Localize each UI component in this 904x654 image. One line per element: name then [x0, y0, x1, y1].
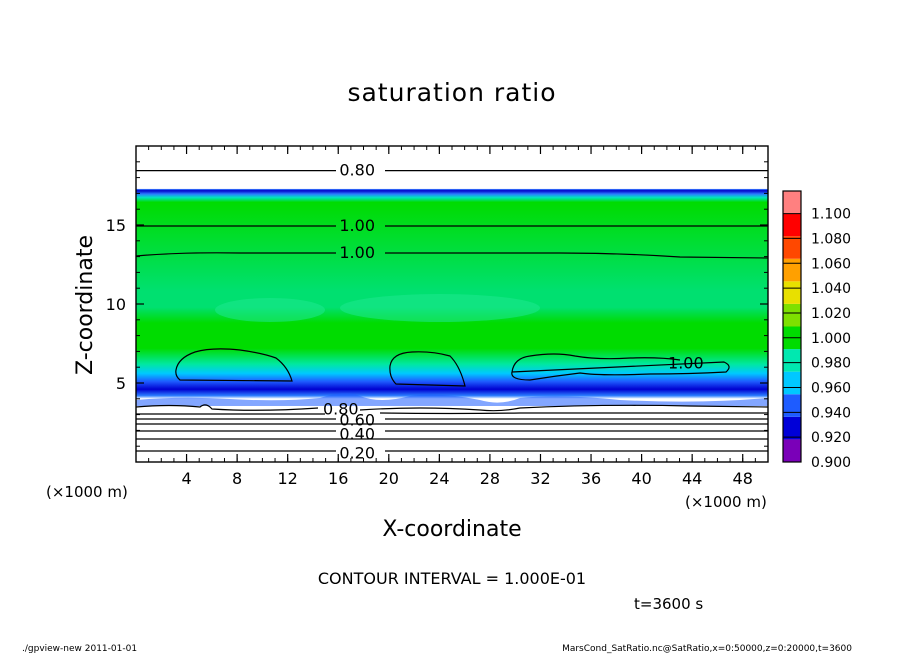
y-axis-label: Z-coordinate	[73, 235, 98, 375]
contour-label: 1.00	[668, 353, 704, 372]
contour-labels: 0.801.001.001.000.800.600.400.20	[323, 161, 704, 463]
contour-label: 0.40	[339, 425, 375, 444]
y-tick-label: 10	[106, 295, 126, 314]
contour-1.00-lower	[136, 252, 768, 259]
x-tick-label: 40	[631, 469, 651, 488]
contour-interval-text: CONTOUR INTERVAL = 1.000E-01	[318, 569, 586, 588]
x-axis-ticks: 4 8 12 16 20 24 28 32 36 40 44 48	[181, 146, 753, 488]
x-tick-label: 44	[682, 469, 702, 488]
light-patch	[340, 294, 540, 322]
colorbar-swatch	[783, 416, 801, 440]
footer-right: MarsCond_SatRatio.nc@SatRatio,x=0:50000,…	[562, 644, 852, 654]
x-tick-label: 24	[429, 469, 449, 488]
colorbar-label: 1.100	[811, 207, 851, 223]
blue-layer-undulation	[136, 393, 768, 406]
contour-0.70	[136, 412, 768, 415]
colorbar-label: 1.060	[811, 256, 851, 272]
x-tick-label: 16	[328, 469, 348, 488]
contour-label: 0.20	[339, 444, 375, 463]
x-tick-label: 36	[581, 469, 601, 488]
colorbar-swatch	[783, 394, 801, 417]
colorbar-label: 0.900	[811, 455, 851, 471]
time-text: t=3600 s	[634, 595, 703, 613]
colorbar-swatch	[783, 371, 801, 395]
colorbar-label: 0.980	[811, 356, 851, 372]
y-tick-label: 5	[116, 374, 126, 393]
colorbar: 0.900 0.920 0.940 0.960 0.980 1.000 1.020 1.040…	[782, 190, 851, 471]
x-axis-label: X-coordinate	[382, 517, 521, 542]
colorbar-label: 1.080	[811, 231, 851, 247]
contour-label: 1.00	[339, 216, 375, 235]
contour-0.80-lower	[136, 404, 768, 412]
colorbar-label: 0.940	[811, 405, 851, 421]
contour-label: 0.80	[323, 399, 359, 418]
contours	[136, 170, 768, 452]
colorbar-swatch	[783, 236, 801, 259]
colorbar-label: 0.960	[811, 380, 851, 396]
footer-left: ./gpview-new 2011-01-01	[22, 644, 137, 654]
x-tick-label: 20	[379, 469, 399, 488]
colorbar-swatch	[783, 191, 801, 214]
colorbar-swatch	[783, 258, 801, 282]
colorbar-label: 0.920	[811, 430, 851, 446]
x-tick-label: 12	[278, 469, 298, 488]
x-tick-label: 32	[530, 469, 550, 488]
y-unit-label: (×1000 m)	[46, 483, 128, 501]
colorbar-swatch	[783, 281, 801, 304]
chart-title: saturation ratio	[347, 78, 556, 107]
contour-label: 0.80	[339, 161, 375, 180]
y-tick-label: 15	[106, 216, 126, 235]
colorbar-swatch	[783, 349, 801, 372]
x-tick-label: 48	[733, 469, 753, 488]
light-patch	[215, 298, 325, 322]
colorbar-label: 1.040	[811, 281, 851, 297]
colorbar-swatch	[783, 213, 801, 237]
contour-label: 0.60	[339, 410, 375, 429]
x-tick-label: 28	[480, 469, 500, 488]
contour-1.00-cell-2	[389, 351, 466, 387]
colorbar-swatch	[783, 439, 801, 462]
colorbar-swatch	[783, 303, 801, 327]
x-unit-label: (×1000 m)	[685, 493, 767, 511]
plot-area: 0.801.001.001.000.800.600.400.20	[136, 146, 768, 463]
contour-1.00-cell-3	[511, 353, 730, 381]
y-axis-ticks: 5 10 15	[106, 216, 768, 393]
colorbar-label: 1.000	[811, 331, 851, 347]
contour-1.00-cell-1	[175, 348, 293, 382]
contour-label: 1.00	[339, 243, 375, 262]
colorbar-label: 1.020	[811, 306, 851, 322]
x-tick-label: 8	[232, 469, 242, 488]
x-tick-label: 4	[181, 469, 191, 488]
